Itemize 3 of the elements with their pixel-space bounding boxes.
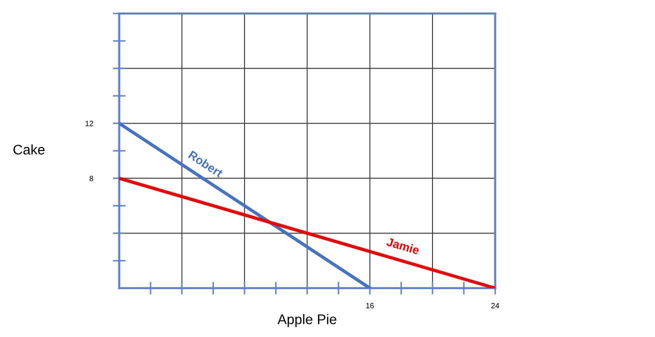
text: Jamie — [386, 237, 420, 255]
y-axis-title: Cake — [13, 144, 45, 155]
x-axis-title: Apple Pie — [277, 314, 336, 327]
